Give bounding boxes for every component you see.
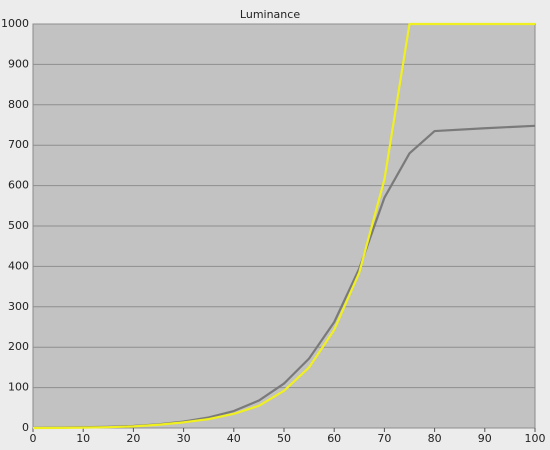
y-tick-label: 200 (8, 340, 29, 353)
y-tick-label: 0 (22, 421, 29, 434)
y-tick-label: 500 (8, 219, 29, 232)
y-tick-label: 300 (8, 300, 29, 313)
x-tick-label: 0 (30, 432, 37, 445)
y-tick-label: 400 (8, 259, 29, 272)
x-tick-label: 90 (478, 432, 492, 445)
x-tick-label: 100 (525, 432, 546, 445)
y-tick-label: 100 (8, 381, 29, 394)
chart-title: Luminance (240, 8, 300, 21)
x-tick-label: 70 (377, 432, 391, 445)
y-tick-label: 700 (8, 138, 29, 151)
y-tick-label: 800 (8, 98, 29, 111)
y-tick-label: 900 (8, 57, 29, 70)
x-tick-label: 60 (327, 432, 341, 445)
x-tick-label: 20 (126, 432, 140, 445)
x-tick-label: 30 (177, 432, 191, 445)
x-tick-label: 40 (227, 432, 241, 445)
x-tick-label: 80 (428, 432, 442, 445)
y-tick-label: 600 (8, 179, 29, 192)
y-tick-label: 1000 (1, 17, 29, 30)
line (32, 22, 535, 430)
x-tick-label: 50 (277, 432, 291, 445)
x-tick-label: 10 (76, 432, 90, 445)
